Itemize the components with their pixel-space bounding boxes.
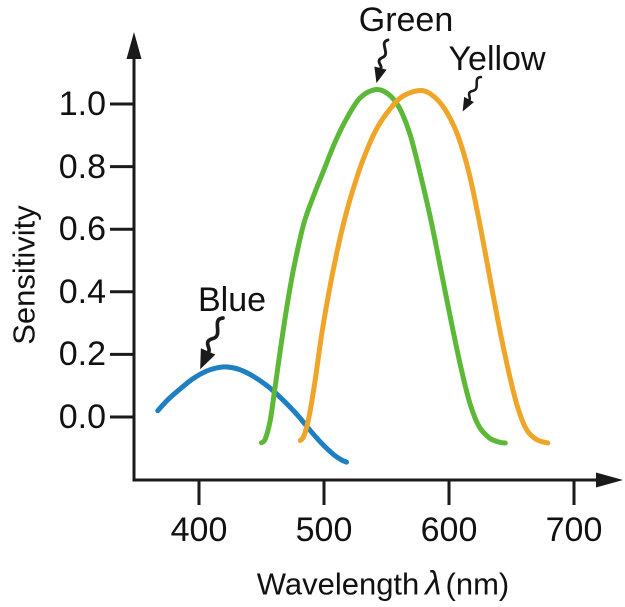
axes: [132, 52, 600, 482]
lambda-symbol: λ: [425, 564, 442, 602]
y-tick-label: 1.0: [58, 85, 106, 123]
x-axis-arrow-icon: [596, 472, 623, 488]
blue-label-arrow-icon: [191, 312, 233, 375]
y-axis-arrow-icon: [126, 32, 142, 59]
sensitivity-curves: [155, 86, 551, 465]
y-tick-label: 0.6: [58, 210, 106, 249]
y-tick-label: 0.8: [58, 147, 106, 186]
x-tick-label: 400: [170, 511, 228, 549]
x-tick-label: 700: [545, 511, 603, 549]
blue-curve-label: Blue: [197, 281, 267, 319]
y-tick-label: 0.0: [58, 398, 106, 436]
x-axis-ticks: [197, 480, 576, 505]
x-tick-label: 500: [295, 511, 353, 549]
x-tick-label: 600: [420, 511, 478, 549]
yellow-label-arrow-icon: [456, 73, 488, 116]
blue-curve: [155, 364, 349, 465]
y-tick-label: 0.4: [58, 272, 106, 311]
y-axis-ticks: [110, 102, 134, 419]
green-label-arrow-icon: [368, 36, 396, 87]
x-axis-title-unit: (nm): [445, 566, 510, 602]
y-tick-label: 0.2: [58, 335, 106, 374]
x-axis-title: Wavelength λ (nm): [257, 567, 510, 600]
green-curve: [259, 86, 508, 446]
yellow-curve: [297, 88, 551, 446]
y-axis-title: Sensitivity: [6, 205, 42, 345]
green-curve-label: Green: [358, 1, 454, 39]
x-axis-title-text: Wavelength: [256, 566, 420, 602]
yellow-curve-label: Yellow: [448, 40, 546, 78]
